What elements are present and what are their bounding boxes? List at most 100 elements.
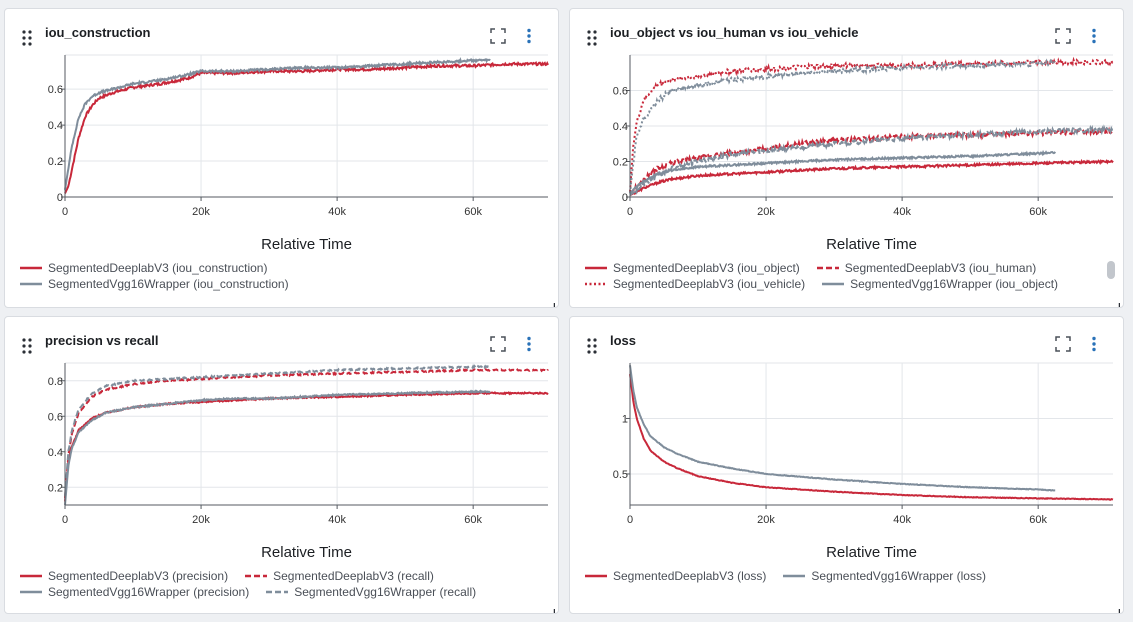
chart-legend: SegmentedDeeplabV3 (iou_construction) Seg… xyxy=(19,260,289,292)
drag-handle-icon[interactable] xyxy=(586,30,598,46)
legend-swatch xyxy=(20,282,42,286)
x-tick-label: 0 xyxy=(627,206,633,218)
kebab-menu-icon[interactable] xyxy=(1089,28,1099,44)
legend-swatch xyxy=(783,574,806,578)
x-tick-label: 20k xyxy=(757,514,775,526)
series-line[interactable] xyxy=(629,58,1057,194)
legend-item[interactable]: SegmentedVgg16Wrapper (precision) xyxy=(19,584,249,600)
y-tick-label: 0.2 xyxy=(613,157,628,169)
resize-corner-icon[interactable] xyxy=(1113,603,1121,613)
series-line[interactable] xyxy=(629,158,1114,197)
legend-item[interactable]: SegmentedDeeplabV3 (iou_object) xyxy=(584,260,800,276)
kebab-menu-icon[interactable] xyxy=(524,28,534,44)
legend-item[interactable]: SegmentedVgg16Wrapper (loss) xyxy=(782,568,986,584)
y-tick-label: 0.6 xyxy=(613,86,628,98)
legend-swatch xyxy=(585,282,607,286)
expand-icon[interactable] xyxy=(490,336,506,352)
x-tick-label: 40k xyxy=(893,206,911,218)
legend-item[interactable]: SegmentedDeeplabV3 (loss) xyxy=(584,568,766,584)
legend-swatch xyxy=(20,590,42,594)
x-tick-label: 0 xyxy=(627,514,633,526)
drag-handle-icon[interactable] xyxy=(21,338,33,354)
legend-swatch xyxy=(245,574,268,578)
x-axis-title: Relative Time xyxy=(826,236,917,253)
line-chart: 0 20k 40k 60k 0.2 0.4 0.6 0.8 Relative Time xyxy=(48,362,549,561)
legend-swatch xyxy=(822,282,845,286)
series-line[interactable] xyxy=(64,367,549,498)
legend-row: SegmentedVgg16Wrapper (iou_construction) xyxy=(19,276,289,292)
x-tick-label: 20k xyxy=(192,514,210,526)
legend-row: SegmentedDeeplabV3 (iou_object) Segmented… xyxy=(584,260,1058,276)
series-line[interactable] xyxy=(629,124,1114,196)
legend-item[interactable]: SegmentedDeeplabV3 (iou_human) xyxy=(816,260,1036,276)
legend-row: SegmentedDeeplabV3 (iou_vehicle) Segmente… xyxy=(584,276,1058,292)
legend-item[interactable]: SegmentedDeeplabV3 (recall) xyxy=(244,568,434,584)
drag-handle-icon[interactable] xyxy=(21,30,33,46)
series-line[interactable] xyxy=(629,149,1057,195)
legend-label: SegmentedVgg16Wrapper (iou_construction) xyxy=(48,277,289,291)
y-tick-label: 0.8 xyxy=(48,376,63,388)
y-tick-label: 0 xyxy=(622,192,628,204)
series-line[interactable] xyxy=(629,126,1114,195)
legend-swatch xyxy=(585,266,607,270)
panel-title: loss xyxy=(610,333,637,348)
legend-swatch xyxy=(585,574,607,578)
expand-icon[interactable] xyxy=(490,28,506,44)
resize-corner-icon[interactable] xyxy=(548,297,556,307)
series-line[interactable] xyxy=(629,365,1056,492)
x-tick-label: 40k xyxy=(328,514,346,526)
resize-corner-icon[interactable] xyxy=(1113,297,1121,307)
panel-title: iou_construction xyxy=(45,25,151,40)
line-chart: 0 20k 40k 60k 0 0.2 0.4 0.6 Relative Time xyxy=(48,54,549,253)
legend-row: SegmentedDeeplabV3 (precision) SegmentedD… xyxy=(19,568,476,584)
y-tick-label: 0.4 xyxy=(613,121,628,133)
kebab-menu-icon[interactable] xyxy=(1089,336,1099,352)
legend-item[interactable]: SegmentedVgg16Wrapper (iou_construction) xyxy=(19,276,289,292)
legend-item[interactable]: SegmentedVgg16Wrapper (iou_object) xyxy=(821,276,1058,292)
kebab-menu-icon[interactable] xyxy=(524,336,534,352)
legend-label: SegmentedDeeplabV3 (iou_construction) xyxy=(48,261,268,275)
resize-corner-icon[interactable] xyxy=(548,603,556,613)
series-line[interactable] xyxy=(64,364,491,497)
x-tick-label: 0 xyxy=(62,206,68,218)
legend-scrollbar[interactable] xyxy=(1107,261,1115,279)
series-line[interactable] xyxy=(64,57,491,190)
legend-label: SegmentedDeeplabV3 (iou_object) xyxy=(613,261,800,275)
legend-label: SegmentedDeeplabV3 (loss) xyxy=(613,569,767,583)
gridlines xyxy=(65,54,548,198)
chart-legend: SegmentedDeeplabV3 (iou_object) Segmented… xyxy=(584,260,1058,292)
legend-row: SegmentedDeeplabV3 (iou_construction) xyxy=(19,260,289,276)
y-tick-label: 0.2 xyxy=(48,482,63,494)
legend-label: SegmentedDeeplabV3 (iou_vehicle) xyxy=(613,277,806,291)
y-tick-label: 0.4 xyxy=(48,447,63,459)
x-tick-label: 20k xyxy=(192,206,210,218)
expand-icon[interactable] xyxy=(1055,28,1071,44)
legend-item[interactable]: SegmentedDeeplabV3 (precision) xyxy=(19,568,228,584)
x-axis-title: Relative Time xyxy=(261,544,352,561)
x-tick-label: 20k xyxy=(757,206,775,218)
legend-label: SegmentedVgg16Wrapper (loss) xyxy=(811,569,986,583)
x-tick-label: 40k xyxy=(893,514,911,526)
series-line[interactable] xyxy=(629,373,1114,501)
legend-item[interactable]: SegmentedDeeplabV3 (iou_construction) xyxy=(19,260,267,276)
legend-label: SegmentedVgg16Wrapper (precision) xyxy=(48,585,250,599)
legend-item[interactable]: SegmentedDeeplabV3 (iou_vehicle) xyxy=(584,276,805,292)
series-line[interactable] xyxy=(64,390,549,502)
legend-item[interactable]: SegmentedVgg16Wrapper (recall) xyxy=(265,584,476,600)
y-tick-label: 0.5 xyxy=(613,469,628,481)
series-line[interactable] xyxy=(64,60,549,194)
drag-handle-icon[interactable] xyxy=(586,338,598,354)
legend-swatch xyxy=(816,266,839,270)
legend-label: SegmentedDeeplabV3 (recall) xyxy=(273,569,434,583)
x-tick-label: 60k xyxy=(1029,206,1047,218)
line-chart: 0 20k 40k 60k 0 0.2 0.4 0.6 Relative Time xyxy=(613,54,1114,253)
expand-icon[interactable] xyxy=(1055,336,1071,352)
line-chart: 0 20k 40k 60k 0.5 1 Relative Time xyxy=(613,362,1114,561)
legend-swatch xyxy=(20,266,42,270)
series-line[interactable] xyxy=(64,389,491,506)
legend-row: SegmentedVgg16Wrapper (precision) Segment… xyxy=(19,584,476,600)
legend-swatch xyxy=(266,590,289,594)
chart-panel-iou-object-human-vehicle: iou_object vs iou_human vs iou_vehicle 0… xyxy=(569,8,1124,308)
chart-legend: SegmentedDeeplabV3 (precision) SegmentedD… xyxy=(19,568,476,600)
chart-panel-precision-recall: precision vs recall 0 20k 40k 60k 0.2 0.4 0.6 0… xyxy=(4,316,559,614)
